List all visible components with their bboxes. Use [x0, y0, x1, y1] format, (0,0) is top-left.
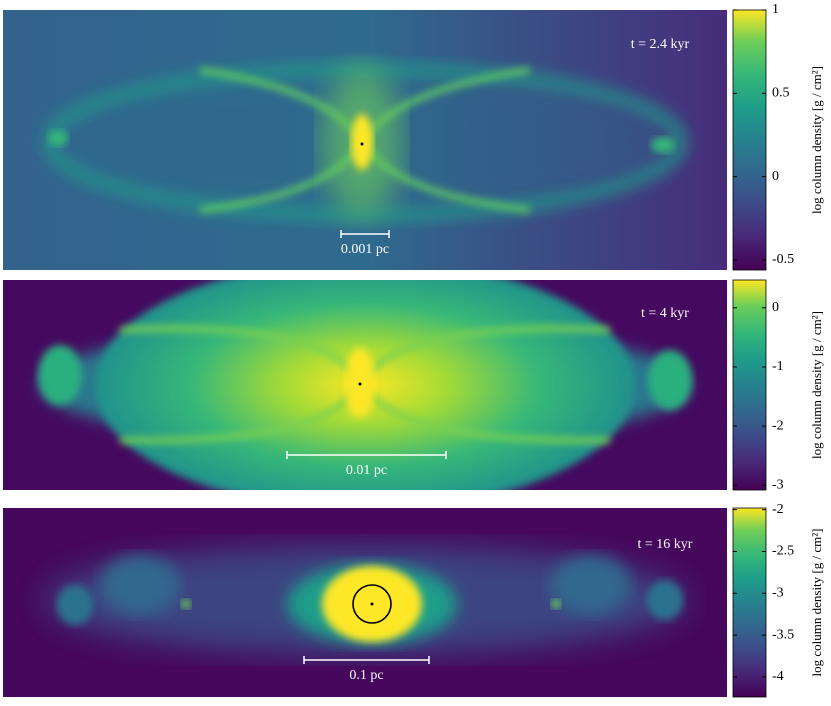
colorbar-tick-label: -1	[772, 359, 784, 374]
colorbar-tick-label: -3	[772, 477, 784, 492]
colorbar-tick-label: 0	[772, 169, 779, 184]
colorbar-label: log column density [g / cm²]	[809, 66, 824, 214]
colorbar-tick-label: 1	[772, 2, 779, 17]
colorbar-tick-label: -2	[772, 418, 784, 433]
colorbar-tick-label: -4	[772, 669, 784, 684]
scale-label: 0.1 pc	[349, 668, 383, 683]
density-image	[3, 10, 727, 270]
colorbar-label: log column density [g / cm²]	[809, 311, 824, 459]
colorbar-tick-label: -0.5	[772, 252, 794, 267]
scale-label: 0.001 pc	[341, 242, 389, 257]
scale-label: 0.01 pc	[346, 463, 387, 478]
density-image	[3, 508, 727, 697]
colorbar	[732, 279, 767, 491]
time-label: t = 16 kyr	[638, 537, 693, 552]
colorbar	[732, 9, 767, 271]
colorbar-tick-label: -2.5	[772, 544, 794, 559]
colorbar-tick-label: 0	[772, 300, 779, 315]
colorbar-tick-label: 0.5	[772, 86, 790, 101]
colorbar-tick-label: -3.5	[772, 627, 794, 642]
time-label: t = 4 kyr	[641, 306, 689, 321]
colorbar	[732, 507, 767, 698]
density-image	[3, 280, 727, 490]
colorbar-tick-label: -2	[772, 502, 784, 517]
time-label: t = 2.4 kyr	[631, 37, 690, 52]
colorbar-tick-label: -3	[772, 586, 784, 601]
colorbar-label: log column density [g / cm²]	[809, 529, 824, 677]
